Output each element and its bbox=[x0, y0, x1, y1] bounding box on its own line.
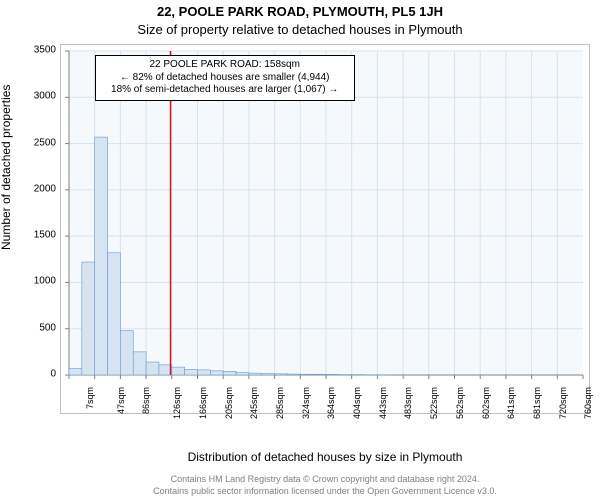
annot-line-3: 18% of semi-detached houses are larger (… bbox=[102, 84, 348, 97]
x-axis-label: Distribution of detached houses by size … bbox=[60, 450, 590, 464]
y-tick-label: 2500 bbox=[34, 137, 56, 148]
annot-line-1: 22 POOLE PARK ROAD: 158sqm bbox=[102, 59, 348, 72]
annot-line-2: ← 82% of detached houses are smaller (4,… bbox=[102, 72, 348, 85]
y-tick-label: 1000 bbox=[34, 276, 56, 287]
footer-line-2: Contains public sector information licen… bbox=[60, 486, 590, 496]
x-tick-label: 166sqm bbox=[198, 387, 208, 419]
x-tick-label: 443sqm bbox=[378, 387, 388, 419]
y-tick-label: 3500 bbox=[34, 45, 56, 56]
chart-plot-area: 22 POOLE PARK ROAD: 158sqm ← 82% of deta… bbox=[60, 44, 590, 414]
y-tick-label: 0 bbox=[50, 369, 56, 380]
x-tick-label: 205sqm bbox=[224, 387, 234, 419]
y-axis-label: Number of detached properties bbox=[0, 85, 13, 250]
x-tick-label: 245sqm bbox=[249, 387, 259, 419]
y-tick-label: 500 bbox=[39, 322, 56, 333]
y-tick-label: 1500 bbox=[34, 230, 56, 241]
annotation-box: 22 POOLE PARK ROAD: 158sqm ← 82% of deta… bbox=[95, 55, 355, 101]
x-tick-label: 522sqm bbox=[429, 387, 439, 419]
x-tick-label: 7sqm bbox=[85, 387, 95, 409]
chart-title-sub: Size of property relative to detached ho… bbox=[0, 22, 600, 37]
x-tick-label: 760sqm bbox=[583, 387, 593, 419]
footer-line-1: Contains HM Land Registry data © Crown c… bbox=[60, 474, 590, 484]
y-tick-label: 3000 bbox=[34, 91, 56, 102]
chart-title-main: 22, POOLE PARK ROAD, PLYMOUTH, PL5 1JH bbox=[0, 4, 600, 19]
x-tick-label: 324sqm bbox=[301, 387, 311, 419]
x-tick-label: 641sqm bbox=[506, 387, 516, 419]
x-tick-label: 285sqm bbox=[275, 387, 285, 419]
x-tick-label: 562sqm bbox=[455, 387, 465, 419]
chart-svg bbox=[61, 45, 591, 415]
x-tick-label: 86sqm bbox=[141, 387, 151, 414]
x-tick-label: 602sqm bbox=[481, 387, 491, 419]
x-tick-label: 681sqm bbox=[532, 387, 542, 419]
x-tick-label: 404sqm bbox=[352, 387, 362, 419]
x-tick-label: 126sqm bbox=[172, 387, 182, 419]
x-tick-label: 720sqm bbox=[558, 387, 568, 419]
x-tick-label: 364sqm bbox=[326, 387, 336, 419]
x-tick-label: 47sqm bbox=[116, 387, 126, 414]
x-tick-label: 483sqm bbox=[403, 387, 413, 419]
y-tick-label: 2000 bbox=[34, 183, 56, 194]
